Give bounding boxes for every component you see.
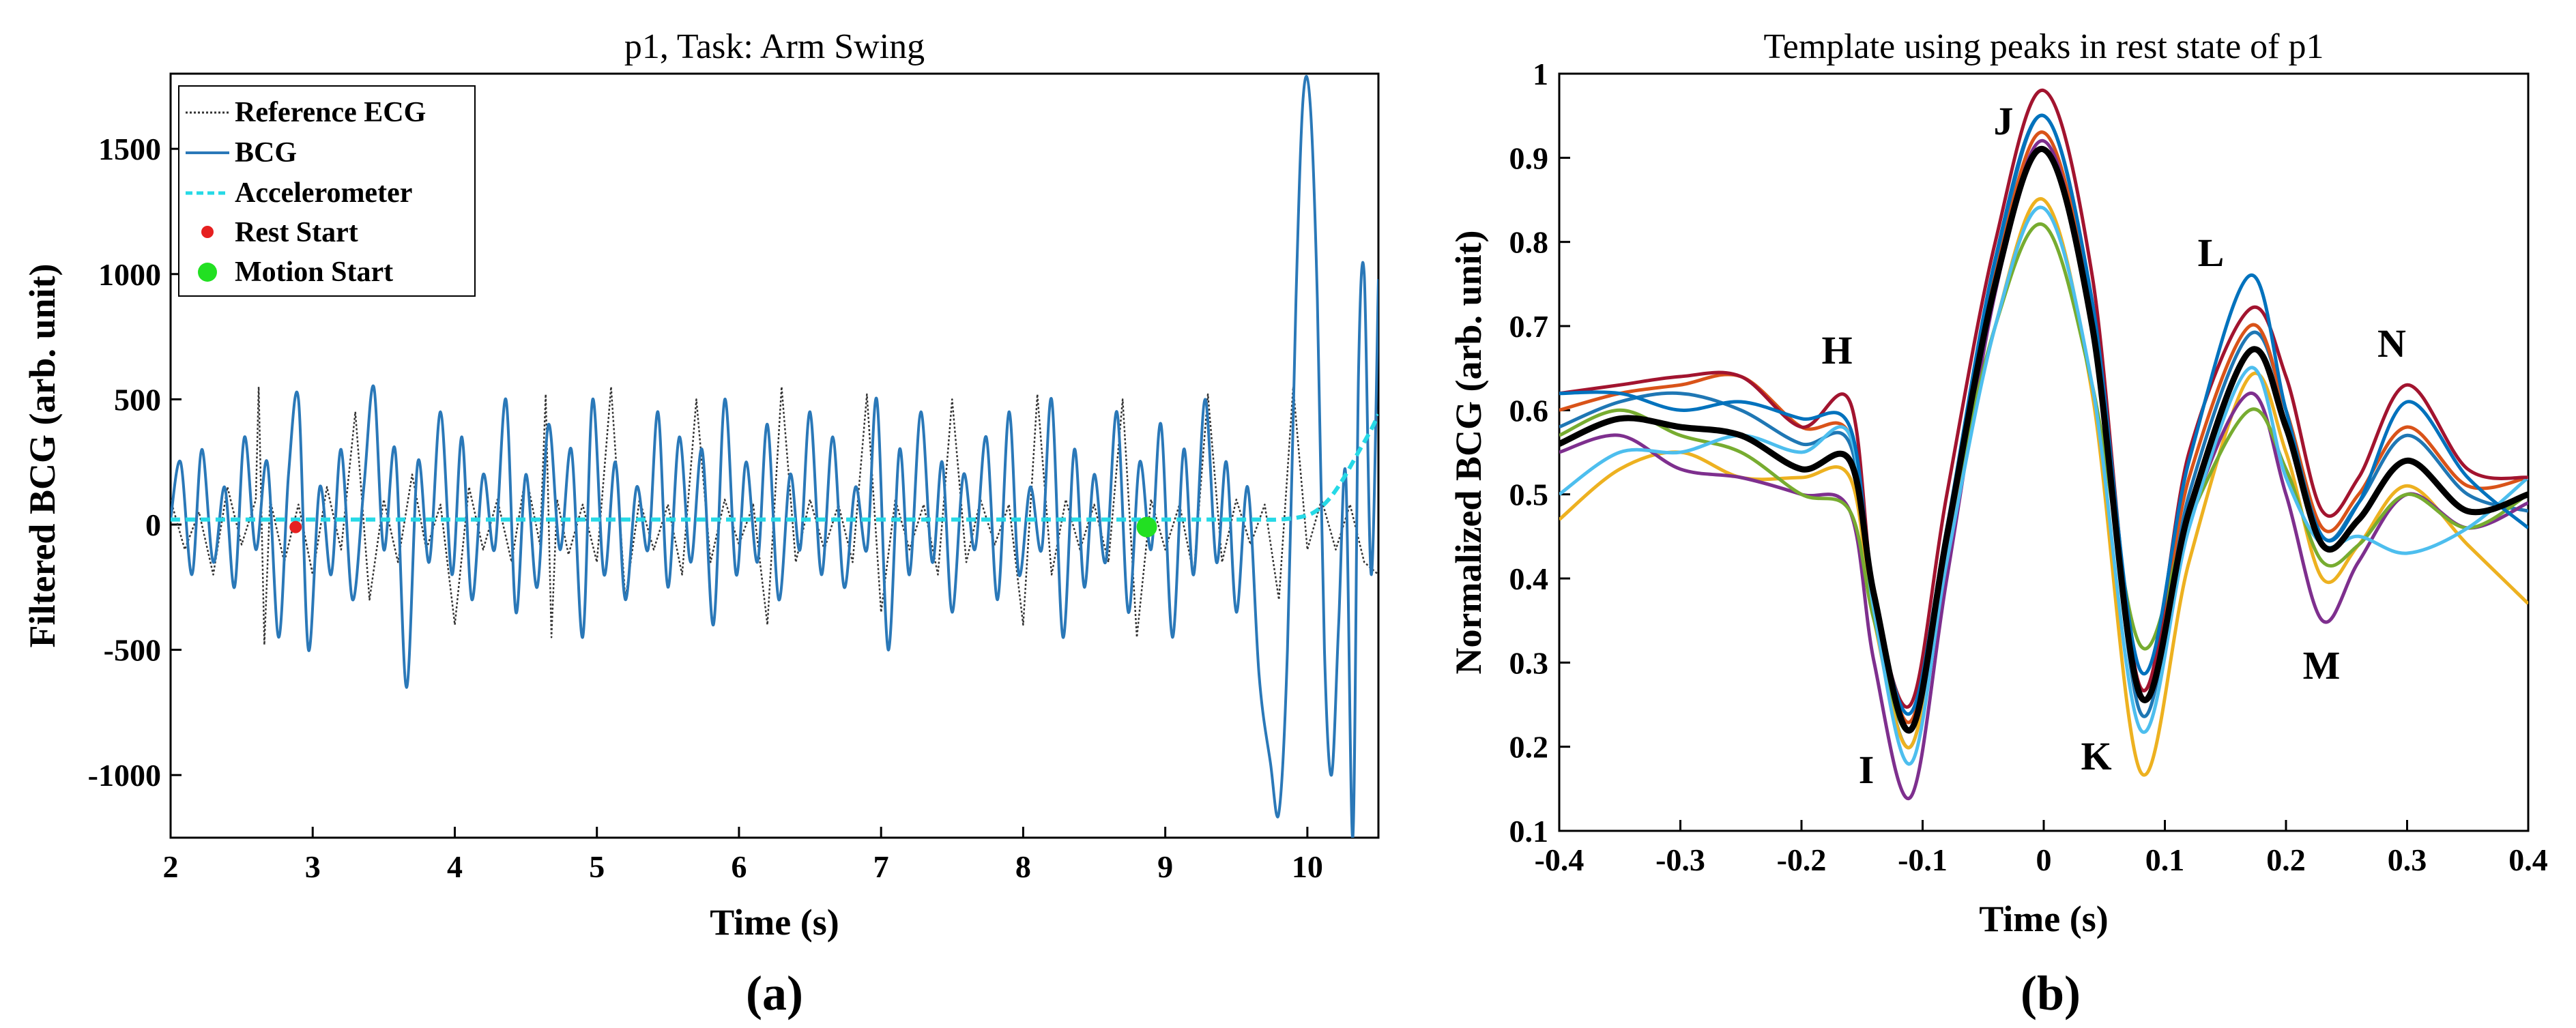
chart-a-ytick-label: 0 (145, 508, 161, 542)
chart-b-ytick-label: 1 (1533, 57, 1548, 91)
chart-a-legend: Reference ECG BCG Accelerometer Rest Sta… (178, 85, 476, 297)
chart-a-xlabel: Time (s) (710, 902, 839, 943)
chart-a-xtick-label: 5 (589, 849, 605, 884)
chart-a-marker-rest-start (289, 520, 302, 533)
chart-b-title: Template using peaks in rest state of p1 (1764, 27, 2324, 66)
chart-b-xtick-label: 0.2 (2266, 842, 2306, 877)
chart-a-xtick-label: 2 (163, 849, 179, 884)
legend-label-accel: Accelerometer (235, 177, 412, 209)
chart-a-xtick-label: 8 (1015, 849, 1031, 884)
chart-b-ytick-label: 0.7 (1509, 309, 1549, 344)
chart-b-ytick-label: 0.4 (1509, 561, 1549, 596)
legend-label-ecg: Reference ECG (235, 97, 426, 128)
legend-label-bcg: BCG (235, 137, 297, 168)
chart-a-xtick-label: 3 (305, 849, 321, 884)
chart-b-series (1559, 89, 2528, 801)
chart-a-axes: 2 3 4 5 6 7 8 9 10 -1000 -500 0 500 1000 1500 (88, 132, 1323, 884)
legend-label-rest: Rest Start (235, 217, 358, 248)
chart-a-line-accelerometer (171, 413, 1378, 522)
chart-b-axes: -0.4 -0.3 -0.2 -0.1 0 0.1 0.2 0.3 0.4 0.1 0.2 0.3 0.… (1509, 57, 2548, 877)
chart-a-line-bcg (171, 74, 1378, 838)
chart-b-xtick-label: -0.2 (1777, 842, 1827, 877)
chart-a-markers (289, 516, 1157, 538)
chart-b-ytick-label: 0.9 (1509, 141, 1549, 175)
chart-b-ytick-label: 0.6 (1509, 393, 1549, 428)
chart-b-line-beat-8 (1559, 113, 2528, 716)
chart-a-ytick-label: 1000 (98, 257, 161, 292)
chart-b-xtick-label: -0.3 (1655, 842, 1705, 877)
annotation-l: L (2198, 231, 2225, 275)
annotation-j: J (1994, 99, 2014, 143)
chart-b-ytick-label: 0.3 (1509, 645, 1549, 680)
chart-b-ytick-label: 0.1 (1509, 814, 1549, 849)
chart-a-frame (169, 72, 1380, 839)
chart-a-ytick-label: 1500 (98, 132, 161, 166)
chart-a-xtick-label: 10 (1292, 849, 1323, 884)
chart-b-ytick-label: 0.8 (1509, 225, 1549, 260)
chart-a-marker-motion-start (1136, 516, 1157, 538)
chart-b-xtick-label: -0.1 (1898, 842, 1948, 877)
chart-b: Template using peaks in rest state of p1… (1448, 27, 2548, 1020)
chart-b-annotations: H I J K L M N (1821, 99, 2406, 792)
chart-b-ytick-label: 0.2 (1509, 730, 1549, 765)
chart-b-line-beat-4 (1559, 139, 2528, 801)
chart-b-line-template (1559, 146, 2528, 734)
chart-b-xtick-label: 0.4 (2508, 842, 2548, 877)
chart-b-xtick-label: -0.4 (1535, 842, 1584, 877)
chart-b-xtick-label: 0.1 (2145, 842, 2185, 877)
chart-b-panel-label: (b) (2021, 966, 2081, 1020)
chart-b-line-beat-5 (1559, 222, 2528, 733)
annotation-m: M (2303, 643, 2341, 688)
chart-a-title: p1, Task: Arm Swing (624, 27, 925, 66)
chart-b-xtick-label: 0 (2036, 842, 2052, 877)
chart-a-ylabel: Filtered BCG (arb. unit) (22, 264, 63, 648)
chart-b-line-beat-6 (1559, 205, 2528, 766)
chart-b-ylabel: Normalized BCG (arb. unit) (1448, 231, 1489, 675)
chart-b-line-beat-7 (1559, 89, 2528, 709)
chart-a-ytick-label: -500 (104, 633, 161, 668)
legend-swatch-rest (201, 226, 214, 238)
chart-a-xtick-label: 4 (447, 849, 463, 884)
chart-b-xlabel: Time (s) (1979, 898, 2108, 939)
annotation-h: H (1821, 328, 1852, 372)
chart-a-ytick-label: -1000 (88, 758, 161, 793)
chart-a-xtick-label: 9 (1157, 849, 1173, 884)
chart-a-xtick-label: 7 (873, 849, 889, 884)
annotation-i: I (1859, 748, 1875, 792)
chart-a-panel-label: (a) (746, 966, 803, 1020)
chart-a-ytick-label: 500 (114, 382, 161, 417)
legend-swatch-motion (198, 263, 217, 282)
chart-b-line-beat-2 (1559, 130, 2528, 724)
chart-a: p1, Task: Arm Swing 2 3 4 5 6 7 8 9 10 -1000 -500 0… (22, 27, 1380, 1020)
legend-box (178, 85, 476, 297)
chart-b-xtick-label: 0.3 (2388, 842, 2427, 877)
chart-a-xtick-label: 6 (731, 849, 747, 884)
annotation-k: K (2081, 734, 2111, 778)
chart-a-series (171, 74, 1378, 838)
annotation-n: N (2377, 321, 2406, 366)
legend-label-motion: Motion Start (235, 256, 393, 288)
chart-b-ytick-label: 0.5 (1509, 478, 1549, 512)
